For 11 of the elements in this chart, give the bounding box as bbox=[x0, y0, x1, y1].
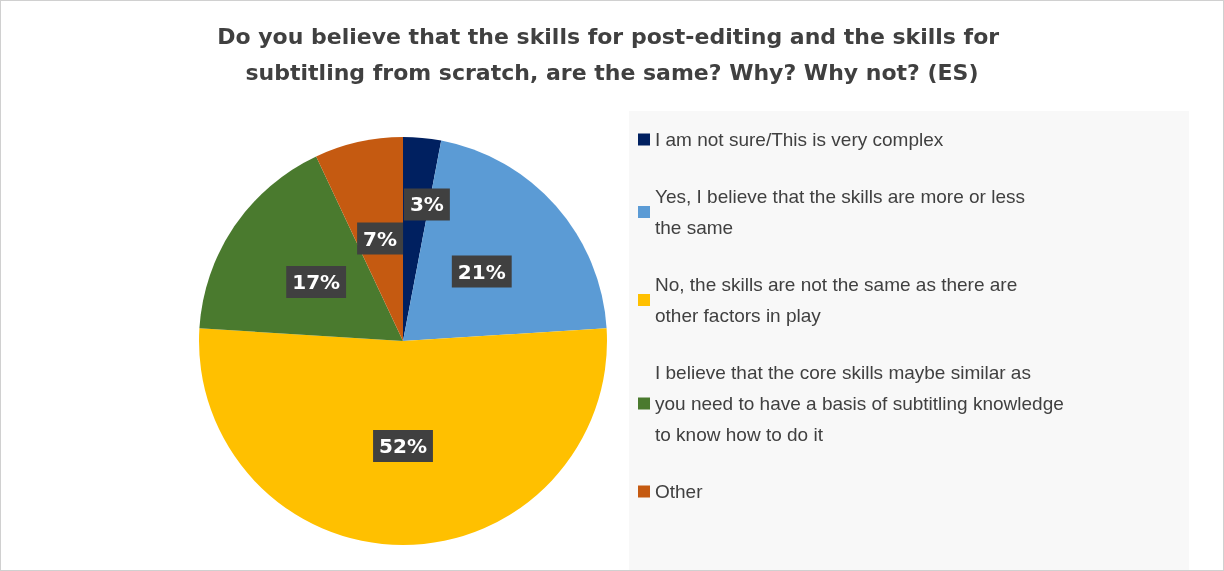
chart-title: Do you believe that the skills for post-editing and the skills for subtitling from scratch, are the same? Why? Why not? (ES) bbox=[217, 23, 1007, 85]
legend-label: No, the skills are not the same as there are other factors in play bbox=[655, 274, 1023, 326]
data-label: 17% bbox=[292, 269, 341, 294]
data-label: 3% bbox=[409, 192, 444, 217]
data-label: 52% bbox=[379, 434, 427, 458]
legend-label: Other bbox=[655, 481, 704, 502]
legend-label: I am not sure/This is very complex bbox=[655, 129, 944, 150]
legend-label: I believe that the core skills maybe similar as you need to have a basis of subtitling knowledge to know how to do it bbox=[655, 362, 1070, 445]
legend-label: Yes, I believe that the skills are more or less the same bbox=[655, 186, 1031, 238]
data-label: 7% bbox=[363, 226, 398, 251]
data-label: 21% bbox=[457, 259, 506, 284]
